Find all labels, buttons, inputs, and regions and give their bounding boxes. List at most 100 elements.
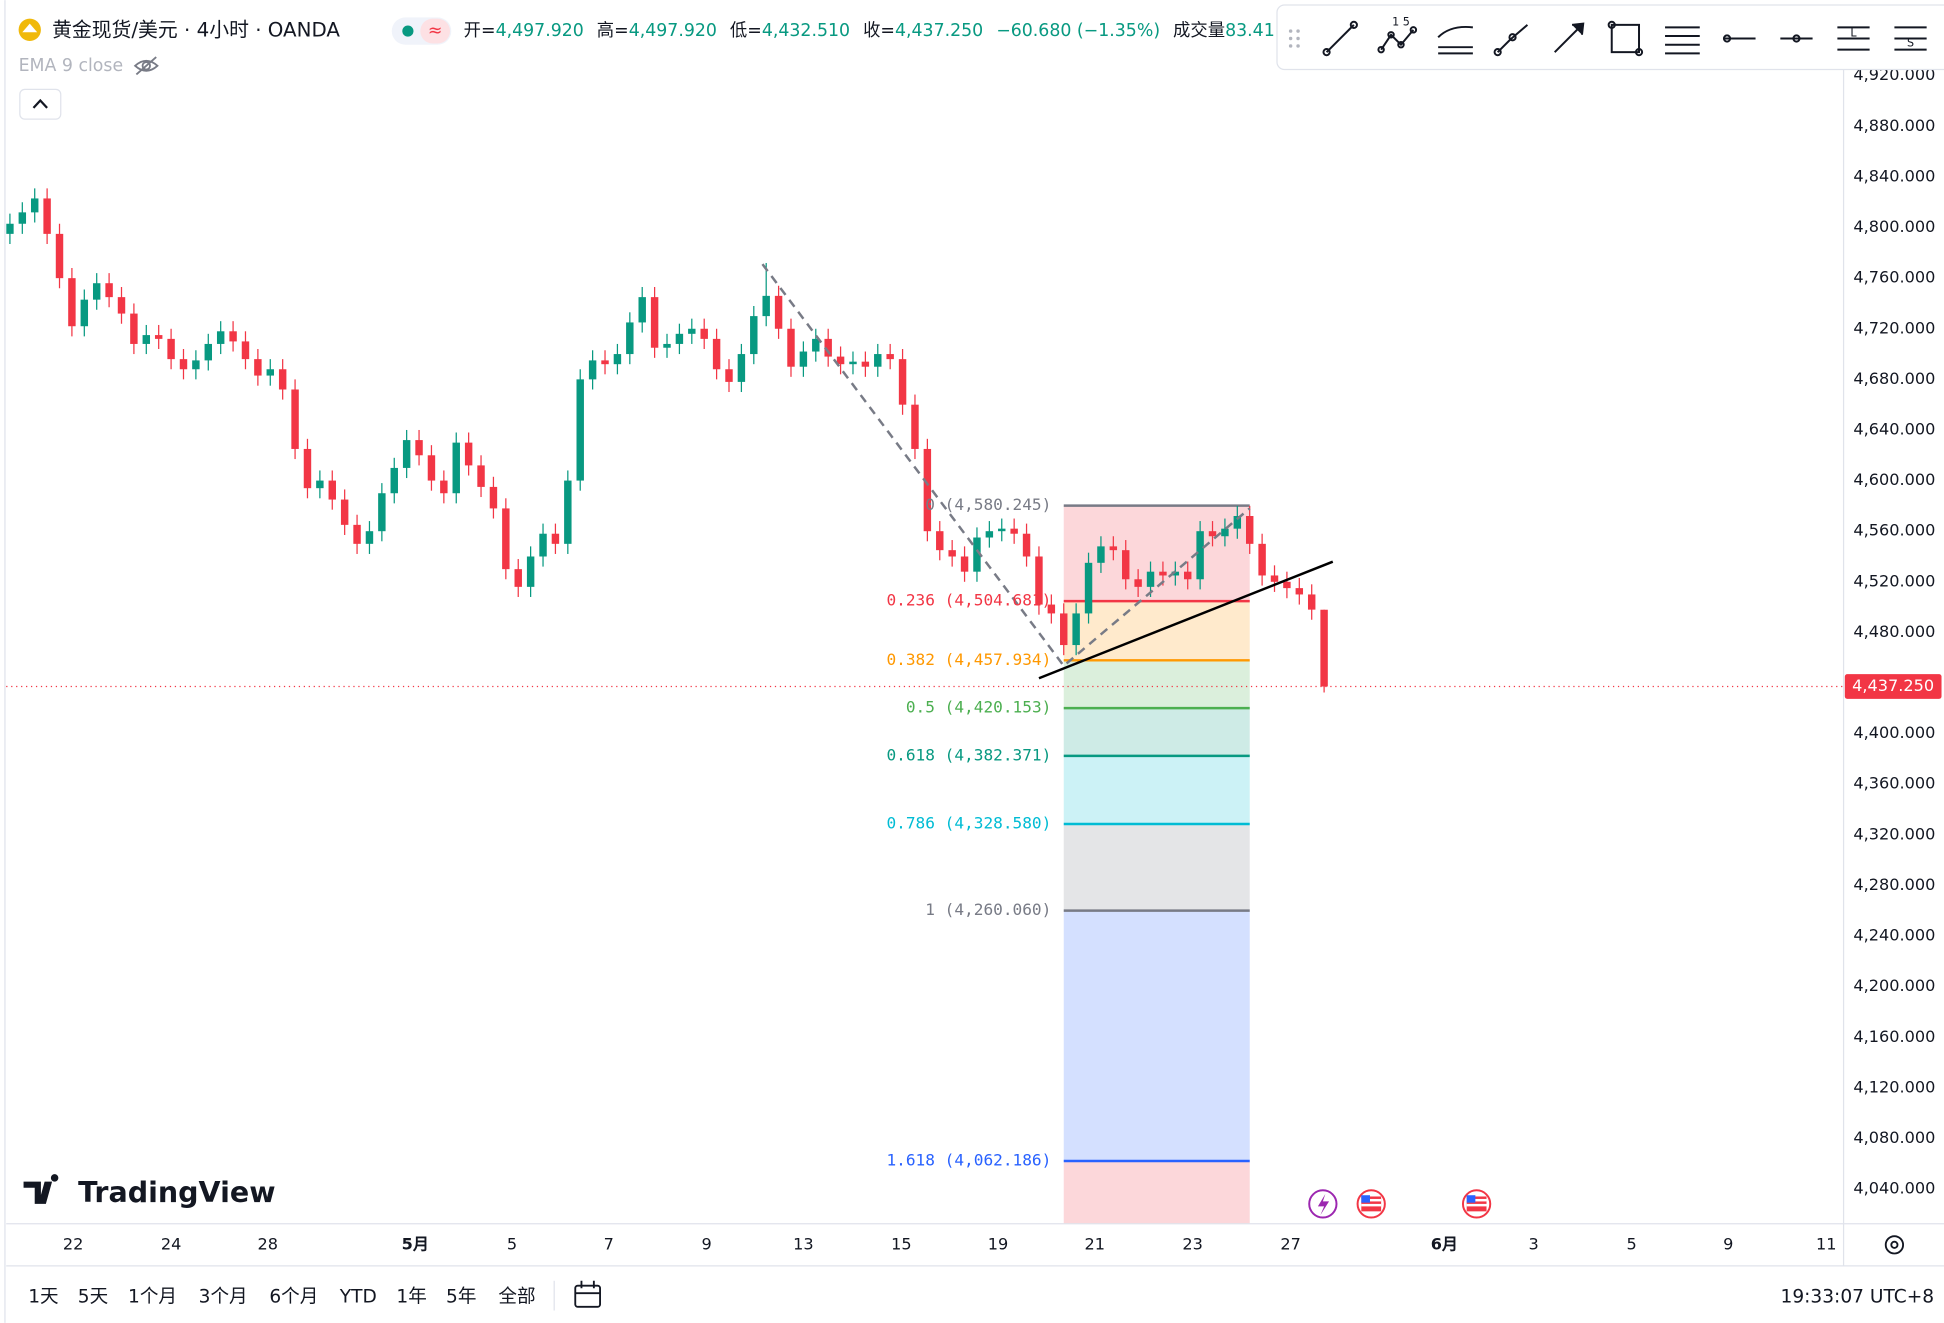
y-tick-label: 4,040.000 — [1853, 1179, 1935, 1198]
volume-value: 83.41 K — [1225, 21, 1292, 41]
dashed-path[interactable] — [761, 263, 1251, 668]
timeframe-button[interactable]: 全部 — [498, 1286, 535, 1307]
fib-zone — [1063, 660, 1250, 709]
timeframe-button[interactable]: YTD — [339, 1286, 377, 1307]
tool-short[interactable] — [1894, 26, 1927, 51]
settings-icon[interactable] — [1884, 1235, 1905, 1255]
x-tick-label: 11 — [1816, 1234, 1837, 1253]
candle-body — [1233, 516, 1242, 529]
change: −60.680 (−1.35%) — [996, 21, 1160, 41]
x-tick-label: 23 — [1182, 1234, 1203, 1253]
candle-body — [55, 233, 64, 279]
y-tick-label: 4,160.000 — [1853, 1027, 1935, 1046]
timeframe-button[interactable]: 1个月 — [128, 1286, 177, 1307]
watermark-icon — [23, 1174, 59, 1204]
drawing-toolbar: 1 5 L S — [1276, 4, 1944, 71]
ohlc-label: 收= — [863, 21, 895, 41]
candle-body — [1035, 556, 1043, 605]
tool-pattern[interactable] — [1377, 26, 1418, 54]
symbol-title[interactable]: 黄金现货/美元 · 4小时 · OANDA — [52, 19, 340, 42]
event-icon[interactable] — [1356, 1189, 1386, 1219]
candle-body — [241, 341, 250, 360]
timeframe-button[interactable]: 5天 — [78, 1286, 108, 1307]
candle-body — [464, 442, 473, 466]
collapse-button[interactable] — [19, 88, 62, 120]
candle-body — [973, 537, 981, 572]
candle-body — [291, 389, 299, 449]
indicator-label[interactable]: EMA 9 close — [19, 56, 124, 76]
candle-body — [1184, 571, 1192, 580]
header: 黄金现货/美元 · 4小时 · OANDA ≈ 开=4,497.920 高=4,… — [18, 17, 1292, 120]
tool-channel[interactable] — [1437, 25, 1473, 55]
tool-badge: 1 5 — [1392, 15, 1410, 28]
drag-handle[interactable] — [1288, 29, 1300, 48]
price-axis: 4,920.0004,880.0004,840.0004,800.0004,76… — [1853, 65, 1935, 1197]
x-tick-label: 5 — [1626, 1234, 1636, 1253]
x-tick-label: 7 — [604, 1234, 614, 1253]
candle-body — [1010, 528, 1018, 534]
candle-body — [316, 480, 324, 489]
candle-body — [204, 343, 213, 361]
candle-body — [626, 322, 634, 355]
candle-body — [712, 338, 721, 370]
tool-fib[interactable] — [1665, 26, 1700, 55]
ohlc-value: 4,432.510 — [762, 21, 850, 41]
hide-icon[interactable] — [133, 56, 159, 76]
candle-body — [601, 360, 609, 365]
candle-body — [700, 328, 708, 339]
tool-rectangle[interactable] — [1607, 20, 1644, 57]
candle-body — [353, 524, 361, 544]
fib-zone — [1063, 1161, 1250, 1224]
event-glyph — [1317, 1193, 1330, 1216]
y-tick-label: 4,560.000 — [1853, 521, 1935, 540]
candle-body — [613, 354, 622, 365]
candle-body — [92, 283, 101, 300]
ohlc-label: 开= — [464, 21, 496, 41]
events — [1308, 1189, 1492, 1219]
candle-body — [489, 486, 498, 509]
y-tick-label: 4,880.000 — [1853, 116, 1935, 135]
fib-lines — [1063, 504, 1250, 1163]
clock[interactable]: 19:33:07 UTC+8 — [1781, 1286, 1935, 1307]
candle-body — [985, 531, 994, 538]
y-tick-label: 4,800.000 — [1853, 217, 1935, 236]
bottom-bar: 19:33:07 UTC+8 1天 5天 1个月 3个月 6个月 YTD 1年 5年 全部 — [28, 1280, 1935, 1311]
tool-trend-line[interactable] — [1322, 20, 1358, 57]
candle-body — [824, 338, 832, 357]
x-tick-label: 19 — [988, 1234, 1008, 1253]
tool-long[interactable] — [1837, 26, 1870, 51]
candle-body — [762, 295, 770, 317]
y-tick-label: 4,360.000 — [1853, 774, 1935, 793]
candle-body — [638, 297, 646, 323]
candle-body — [6, 223, 14, 234]
tool-horizontal-line[interactable] — [1780, 34, 1813, 43]
candle-body — [1320, 609, 1328, 687]
tool-ray[interactable] — [1493, 24, 1529, 57]
x-tick-label: 13 — [793, 1234, 814, 1253]
event-icon[interactable] — [1461, 1189, 1492, 1219]
trend-line[interactable] — [1038, 560, 1334, 680]
ohlc-label: 高= — [597, 21, 629, 41]
timeframe-button[interactable]: 6个月 — [269, 1286, 318, 1307]
x-tick-label: 5 — [507, 1234, 517, 1253]
tool-arrow[interactable] — [1554, 22, 1585, 53]
tool-horizontal-ray[interactable] — [1722, 34, 1756, 43]
candle-body — [812, 338, 820, 352]
timeframe-button[interactable]: 1天 — [28, 1286, 58, 1307]
fib-zone — [1063, 910, 1250, 1162]
ohlc-label: 低= — [730, 21, 762, 41]
candle-body — [849, 361, 857, 365]
x-tick-label: 5月 — [402, 1234, 429, 1253]
candle-body — [1221, 528, 1229, 537]
timeframe-button[interactable]: 1年 — [396, 1286, 426, 1307]
tool-badge: L — [1850, 27, 1857, 40]
y-tick-label: 4,520.000 — [1853, 571, 1935, 590]
timeframe-button[interactable]: 5年 — [446, 1286, 476, 1307]
timeframe-button[interactable]: 3个月 — [199, 1286, 248, 1307]
fib-level-label: 0.382 (4,457.934) — [886, 650, 1051, 669]
time-axis: 22 24 28 5月 5 7 9 13 15 19 21 23 27 6月 3 5 9 11 — [63, 1234, 1837, 1253]
candle-body — [1258, 543, 1266, 576]
candle-body — [1122, 550, 1130, 580]
candle-body — [1084, 562, 1093, 614]
date-range-icon[interactable] — [574, 1280, 601, 1308]
